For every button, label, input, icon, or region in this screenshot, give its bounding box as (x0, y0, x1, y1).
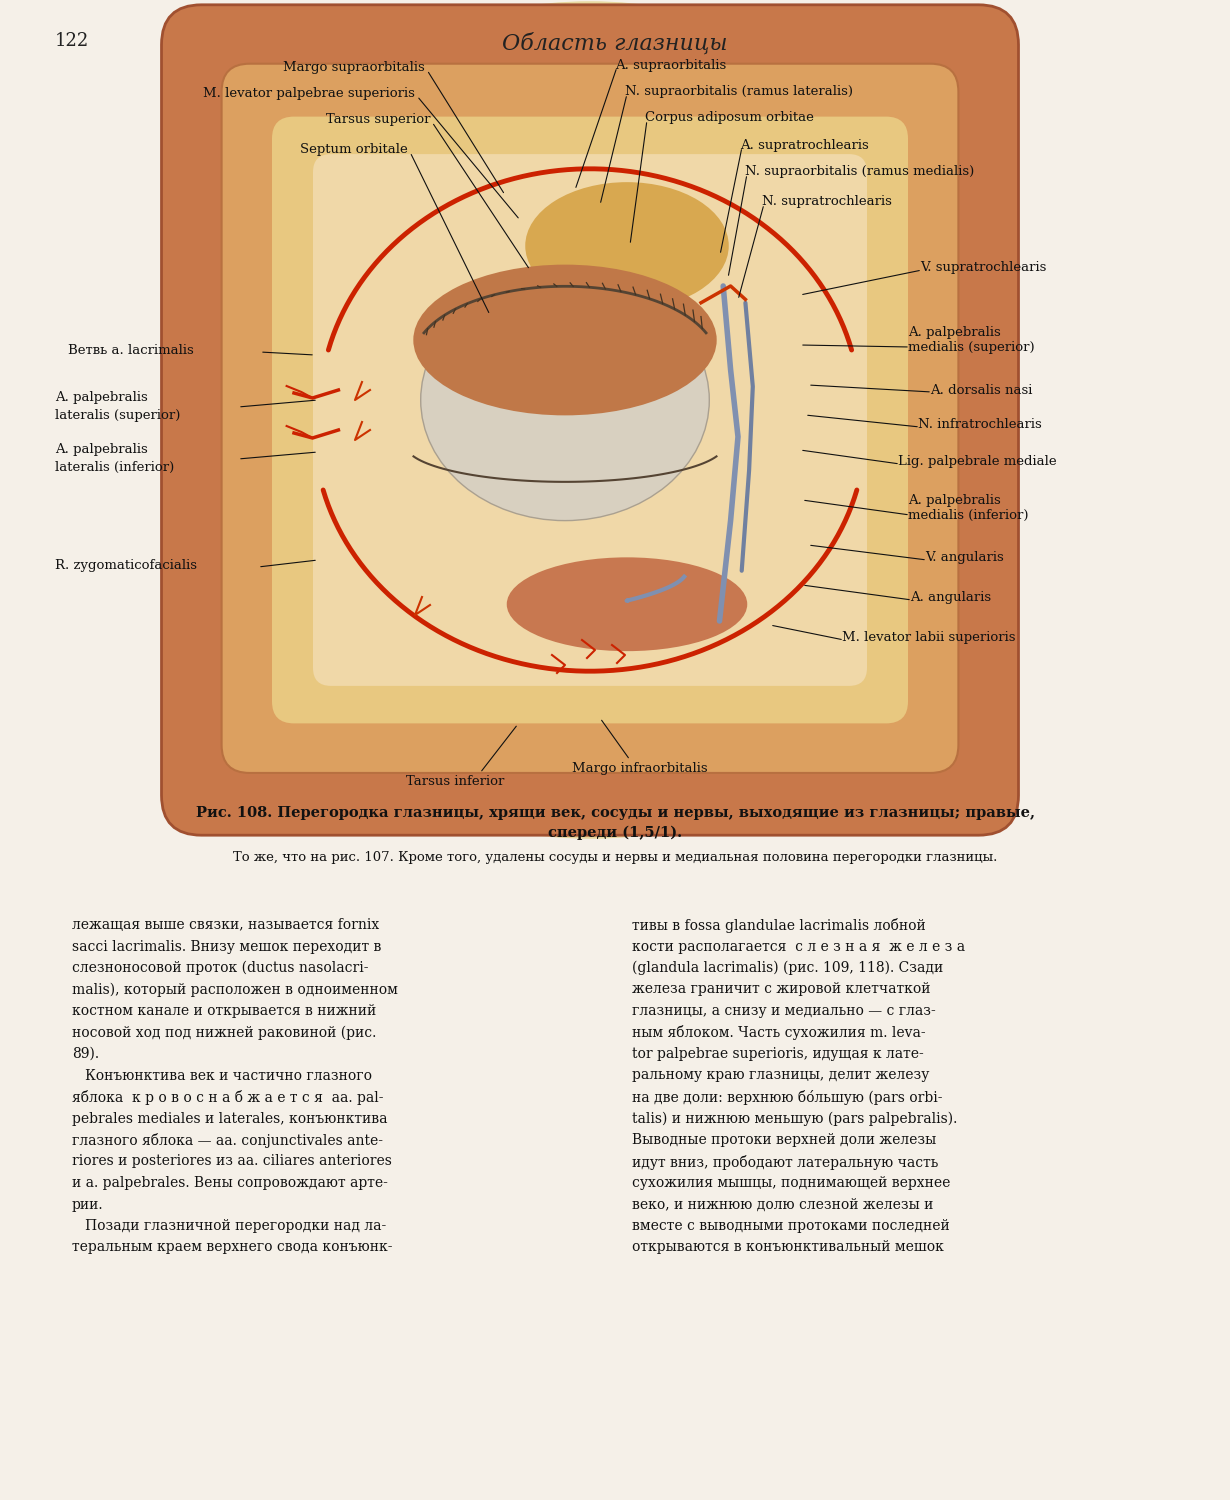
Text: Выводные протоки верхней доли железы: Выводные протоки верхней доли железы (632, 1132, 936, 1148)
Text: pebrales mediales и laterales, конъюнктива: pebrales mediales и laterales, конъюнкти… (73, 1112, 387, 1125)
Text: Позади глазничной перегородки над ла-: Позади глазничной перегородки над ла- (73, 1220, 386, 1233)
Text: A. supraorbitalis: A. supraorbitalis (615, 58, 726, 72)
Text: тивы в fossa glandulae lacrimalis лобной: тивы в fossa glandulae lacrimalis лобной (632, 918, 926, 933)
Text: Margo infraorbitalis: Margo infraorbitalis (572, 762, 707, 776)
Text: sacci lacrimalis. Внизу мешок переходит в: sacci lacrimalis. Внизу мешок переходит … (73, 939, 381, 954)
Text: A. palpebralis: A. palpebralis (55, 444, 148, 456)
Text: Область глазницы: Область глазницы (502, 32, 728, 54)
Text: malis), который расположен в одноименном: malis), который расположен в одноименном (73, 982, 397, 998)
FancyBboxPatch shape (221, 63, 958, 772)
Text: слезноносовой проток (ductus nasolacri-: слезноносовой проток (ductus nasolacri- (73, 962, 369, 975)
Text: A. angularis: A. angularis (910, 591, 991, 604)
Text: Tarsus inferior: Tarsus inferior (406, 776, 504, 788)
Text: на две доли: верхнюю бо́льшую (pars orbi-: на две доли: верхнюю бо́льшую (pars orbi… (632, 1090, 942, 1106)
Text: A. palpebralis
medialis (superior): A. palpebralis medialis (superior) (908, 326, 1034, 354)
Text: сухожилия мышцы, поднимающей верхнее: сухожилия мышцы, поднимающей верхнее (632, 1176, 951, 1190)
Text: спереди (1,5/1).: спереди (1,5/1). (547, 827, 683, 840)
Text: tor palpebrae superioris, идущая к лате-: tor palpebrae superioris, идущая к лате- (632, 1047, 924, 1060)
Text: lateralis (inferior): lateralis (inferior) (55, 460, 175, 474)
Text: riores и posteriores из аа. ciliares anteriores: riores и posteriores из аа. ciliares ant… (73, 1155, 392, 1168)
Text: 122: 122 (55, 32, 90, 50)
Text: Ветвь a. lacrimalis: Ветвь a. lacrimalis (68, 344, 194, 357)
Text: M. levator labii superioris: M. levator labii superioris (843, 632, 1016, 645)
Text: Corpus adiposum orbitae: Corpus adiposum orbitae (645, 111, 814, 125)
Text: и а. palpebrales. Вены сопровождают арте-: и а. palpebrales. Вены сопровождают арте… (73, 1176, 387, 1190)
Text: 89).: 89). (73, 1047, 100, 1060)
Text: Рис. 108. Перегородка глазницы, хрящи век, сосуды и нервы, выходящие из глазницы: Рис. 108. Перегородка глазницы, хрящи ве… (196, 806, 1034, 820)
Text: N. supraorbitalis (ramus medialis): N. supraorbitalis (ramus medialis) (745, 165, 974, 178)
Text: глазницы, а снизу и медиально — с глаз-: глазницы, а снизу и медиально — с глаз- (632, 1004, 936, 1019)
Ellipse shape (413, 264, 717, 416)
Text: То же, что на рис. 107. Кроме того, удалены сосуды и нервы и медиальная половина: То же, что на рис. 107. Кроме того, удал… (232, 850, 998, 864)
Text: Конъюнктива век и частично глазного: Конъюнктива век и частично глазного (73, 1068, 371, 1083)
Text: железа граничит с жировой клетчаткой: железа граничит с жировой клетчаткой (632, 982, 931, 996)
Text: A. dorsalis nasi: A. dorsalis nasi (930, 384, 1032, 396)
Text: костном канале и открывается в нижний: костном канале и открывается в нижний (73, 1004, 376, 1019)
Text: идут вниз, прободают латеральную часть: идут вниз, прободают латеральную часть (632, 1155, 938, 1170)
Text: кости располагается  с л е з н а я  ж е л е з а: кости располагается с л е з н а я ж е л … (632, 939, 966, 954)
Text: яблока  к р о в о с н а б ж а е т с я  аа. pal-: яблока к р о в о с н а б ж а е т с я аа.… (73, 1090, 384, 1106)
Ellipse shape (507, 558, 748, 651)
Text: Margo supraorbitalis: Margo supraorbitalis (283, 62, 426, 75)
Text: Septum orbitale: Septum orbitale (300, 144, 408, 156)
Text: Lig. palpebrale mediale: Lig. palpebrale mediale (898, 456, 1057, 468)
Text: (glandula lacrimalis) (рис. 109, 118). Сзади: (glandula lacrimalis) (рис. 109, 118). С… (632, 962, 943, 975)
FancyBboxPatch shape (272, 117, 908, 723)
Text: N. supratrochlearis: N. supratrochlearis (763, 195, 892, 208)
Text: глазного яблока — аа. conjunctivales ante-: глазного яблока — аа. conjunctivales ant… (73, 1132, 383, 1148)
Ellipse shape (421, 279, 710, 520)
Text: носовой ход под нижней раковиной (рис.: носовой ход под нижней раковиной (рис. (73, 1026, 376, 1039)
Text: V. supratrochlearis: V. supratrochlearis (920, 261, 1047, 274)
Text: ным яблоком. Часть сухожилия m. leva-: ным яблоком. Часть сухожилия m. leva- (632, 1026, 926, 1041)
Text: теральным краем верхнего свода конъюнк-: теральным краем верхнего свода конъюнк- (73, 1240, 392, 1254)
Text: веко, и нижнюю долю слезной железы и: веко, и нижнюю долю слезной железы и (632, 1197, 934, 1212)
Ellipse shape (165, 2, 1016, 839)
Text: вместе с выводными протоками последней: вместе с выводными протоками последней (632, 1220, 950, 1233)
Text: ральному краю глазницы, делит железу: ральному краю глазницы, делит железу (632, 1068, 930, 1083)
Text: M. levator palpebrae superioris: M. levator palpebrae superioris (203, 87, 415, 100)
Text: Tarsus superior: Tarsus superior (326, 114, 430, 126)
Text: N. infratrochlearis: N. infratrochlearis (918, 419, 1042, 432)
Ellipse shape (525, 182, 728, 309)
Ellipse shape (442, 282, 609, 399)
Text: A. supratrochlearis: A. supratrochlearis (740, 138, 868, 152)
Text: R. zygomaticofacialis: R. zygomaticofacialis (55, 558, 197, 572)
Text: V. angularis: V. angularis (925, 552, 1004, 564)
Text: открываются в конъюнктивальный мешок: открываются в конъюнктивальный мешок (632, 1240, 943, 1254)
Text: лежащая выше связки, называется fornix: лежащая выше связки, называется fornix (73, 918, 379, 932)
Text: A. palpebralis: A. palpebralis (55, 392, 148, 405)
Text: lateralis (superior): lateralis (superior) (55, 408, 181, 422)
FancyBboxPatch shape (312, 154, 867, 686)
Text: рии.: рии. (73, 1197, 103, 1212)
FancyBboxPatch shape (161, 4, 1018, 836)
Text: A. palpebralis
medialis (inferior): A. palpebralis medialis (inferior) (908, 494, 1028, 522)
Text: N. supraorbitalis (ramus lateralis): N. supraorbitalis (ramus lateralis) (625, 86, 852, 99)
Text: talis) и нижнюю меньшую (pars palpebralis).: talis) и нижнюю меньшую (pars palpebrali… (632, 1112, 957, 1126)
